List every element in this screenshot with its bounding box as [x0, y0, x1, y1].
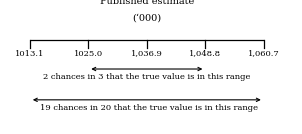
Text: 2 chances in 3 that the true value is in this range: 2 chances in 3 that the true value is in… — [43, 73, 251, 81]
Text: 1,060.7: 1,060.7 — [248, 50, 280, 58]
Text: Published estimate: Published estimate — [100, 0, 194, 6]
Text: (‘000): (‘000) — [132, 13, 161, 22]
Text: 1013.1: 1013.1 — [15, 50, 45, 58]
Text: 1025.0: 1025.0 — [74, 50, 103, 58]
Text: 1,048.8: 1,048.8 — [189, 50, 221, 58]
Text: 1,036.9: 1,036.9 — [131, 50, 163, 58]
Text: 19 chances in 20 that the true value is in this range: 19 chances in 20 that the true value is … — [40, 104, 258, 112]
